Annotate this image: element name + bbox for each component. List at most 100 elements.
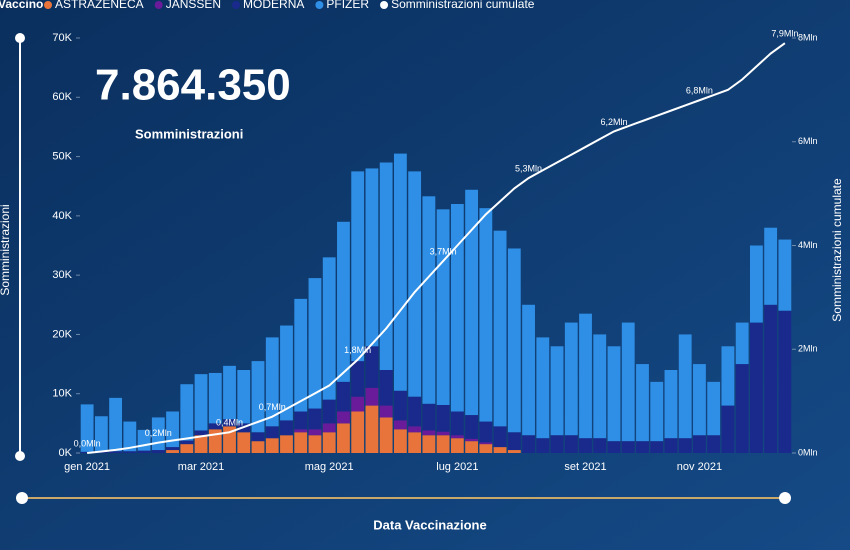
bar-segment	[621, 441, 635, 453]
bar-segment	[721, 346, 735, 406]
bar-segment	[379, 370, 393, 406]
slider-handle[interactable]	[779, 492, 791, 504]
y-tick-label: 60K	[52, 91, 72, 103]
bar-segment	[408, 426, 422, 433]
bar-segment	[109, 397, 123, 452]
y-tick-label: 0K	[59, 447, 73, 459]
bar-segment	[721, 405, 735, 453]
bar-segment	[351, 361, 365, 397]
slider-handle[interactable]	[15, 33, 25, 43]
bar-segment	[550, 435, 564, 453]
bar-segment	[280, 325, 293, 421]
bar-segment	[550, 346, 564, 436]
y-tick-label: 30K	[52, 269, 72, 281]
y-axis-title: Somministrazioni	[0, 204, 12, 295]
bar-segment	[450, 435, 464, 439]
bar-segment	[180, 384, 194, 441]
bar-segment	[579, 438, 592, 453]
data-label: 0,0Mln	[74, 438, 101, 448]
bar-segment	[365, 168, 379, 347]
legend-title: Vaccino	[0, 0, 43, 11]
bar-segment	[123, 451, 137, 453]
bar-segment	[422, 196, 436, 404]
bar-segment	[778, 239, 792, 311]
bar-segment	[109, 451, 123, 453]
legend-swatch	[154, 1, 163, 9]
data-label: 6,2Mln	[600, 117, 627, 127]
bar-segment	[137, 450, 151, 453]
bar-segment	[237, 370, 251, 424]
bar-segment	[322, 399, 336, 424]
x-axis-title: Data Vaccinazione	[373, 517, 486, 532]
bar-segment	[351, 171, 365, 362]
bar-segment	[280, 435, 293, 453]
bar-segment	[365, 387, 379, 406]
bar-segment	[707, 435, 721, 453]
bar-segment	[778, 310, 792, 453]
bar-segment	[308, 435, 322, 453]
slider-handle[interactable]	[16, 492, 28, 504]
bar-segment	[493, 426, 507, 448]
bar-segment	[223, 365, 236, 420]
bar-segment	[436, 209, 450, 405]
y2-axis-title: Somministrazioni cumulate	[830, 178, 844, 322]
legend-swatch	[44, 1, 52, 9]
bar-segment	[507, 450, 521, 453]
x-tick-label: lug 2021	[436, 461, 478, 473]
bar-segment	[735, 322, 749, 365]
bar-segment	[465, 438, 479, 442]
bar-segment	[522, 435, 535, 453]
legend-swatch	[232, 1, 241, 9]
y-tick-label: 10K	[52, 388, 72, 400]
bar-segment	[365, 405, 379, 453]
bar-segment	[536, 337, 550, 439]
data-label: 0,2Mln	[145, 428, 172, 438]
bar-segment	[393, 429, 407, 453]
bar-segment	[636, 441, 649, 453]
bar-segment	[251, 441, 265, 453]
bar-segment	[337, 423, 350, 453]
bar-segment	[180, 444, 194, 453]
bar-segment	[294, 429, 308, 433]
bar-segment	[393, 420, 407, 430]
bar-segment	[237, 432, 251, 453]
slider-handle[interactable]	[15, 451, 25, 461]
bar-segment	[408, 396, 422, 427]
data-label: 3,7Mln	[430, 246, 457, 256]
x-tick-label: nov 2021	[677, 461, 722, 473]
bar-segment	[664, 370, 678, 439]
bar-segment	[265, 438, 279, 453]
legend-label: MODERNA	[243, 0, 304, 11]
x-tick-label: gen 2021	[64, 461, 110, 473]
data-label: 6,8Mln	[686, 86, 713, 96]
bar-segment	[450, 411, 464, 436]
bar-segment	[650, 381, 664, 442]
bar-segment	[322, 432, 336, 453]
bar-segment	[764, 227, 778, 305]
bar-segment	[408, 432, 422, 453]
legend-swatch	[380, 1, 389, 9]
bar-segment	[337, 411, 350, 424]
bar-segment	[166, 411, 179, 448]
bar-segment	[422, 403, 436, 431]
bar-segment	[693, 364, 706, 436]
bar-segment	[465, 189, 479, 416]
bar-segment	[579, 313, 592, 439]
bar-segment	[322, 257, 336, 400]
bar-segment	[408, 171, 422, 397]
bar-segment	[621, 322, 635, 442]
bar-segment	[365, 346, 379, 388]
bar-segment	[465, 441, 479, 453]
bar-segment	[450, 204, 464, 412]
bar-segment	[308, 429, 322, 436]
y2-tick-label: 8Mln	[798, 32, 818, 42]
x-tick-label: mag 2021	[305, 461, 354, 473]
cumulative-line	[87, 42, 786, 454]
bar-segment	[479, 208, 493, 422]
bar-segment	[493, 230, 507, 427]
bar-segment	[194, 435, 208, 453]
data-label: 0,4Mln	[216, 418, 243, 428]
bar-segment	[678, 438, 692, 453]
bar-segment	[223, 419, 236, 427]
